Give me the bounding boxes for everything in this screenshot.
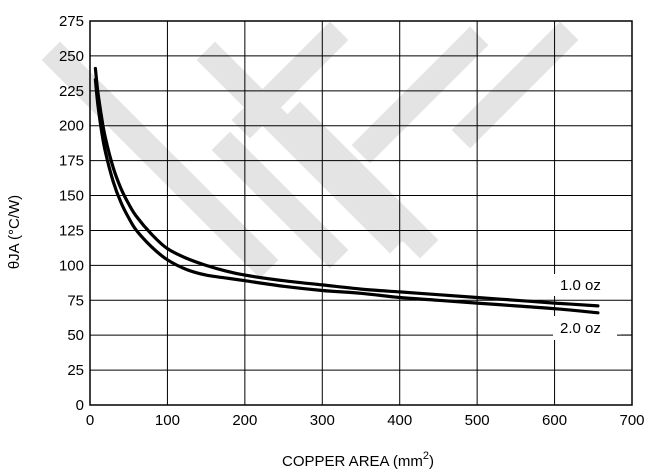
watermark-stroke <box>351 26 489 164</box>
series-label: 1.0 oz <box>560 277 601 294</box>
watermark-stroke <box>451 21 579 149</box>
y-tick-label: 175 <box>59 153 84 170</box>
y-axis-title: θJA (°C/W) <box>6 195 23 269</box>
series-label-background <box>553 274 617 296</box>
y-tick-label: 250 <box>59 48 84 65</box>
grid <box>90 21 632 405</box>
series-line-2oz <box>93 78 600 315</box>
x-tick-label: 300 <box>310 412 335 429</box>
y-tick-label: 125 <box>59 222 84 239</box>
watermark-stroke <box>211 131 349 269</box>
x-tick-label: 200 <box>232 412 257 429</box>
series-label: 2.0 oz <box>560 320 601 337</box>
x-axis-title: COPPER AREA (mm2) <box>282 450 434 470</box>
watermark-stroke <box>231 21 349 139</box>
series-line-1oz <box>93 66 600 308</box>
y-tick-label: 150 <box>59 188 84 205</box>
series-label-background <box>553 316 617 340</box>
y-tick-label: 50 <box>67 327 84 344</box>
x-tick-label: 100 <box>155 412 180 429</box>
x-tick-label: 0 <box>86 412 94 429</box>
x-tick-label: 400 <box>387 412 412 429</box>
series <box>93 66 600 315</box>
x-axis-ticks: 0 100 200 300 400 500 600 700 <box>86 412 645 429</box>
x-tick-label: 600 <box>542 412 567 429</box>
y-tick-label: 0 <box>76 397 84 414</box>
plot-frame <box>89 20 633 406</box>
x-tick-label: 500 <box>465 412 490 429</box>
watermark <box>41 21 579 279</box>
x-tick-label: 700 <box>619 412 644 429</box>
y-tick-label: 200 <box>59 118 84 135</box>
y-tick-label: 25 <box>67 362 84 379</box>
y-tick-label: 275 <box>59 13 84 30</box>
watermark-stroke <box>196 41 409 254</box>
y-tick-label: 225 <box>59 83 84 100</box>
y-tick-label: 75 <box>67 292 84 309</box>
y-axis-ticks: 0 25 50 75 100 125 150 175 200 225 250 275 <box>59 13 84 414</box>
y-tick-label: 100 <box>59 257 84 274</box>
series-labels: 1.0 oz 2.0 oz <box>553 274 632 340</box>
